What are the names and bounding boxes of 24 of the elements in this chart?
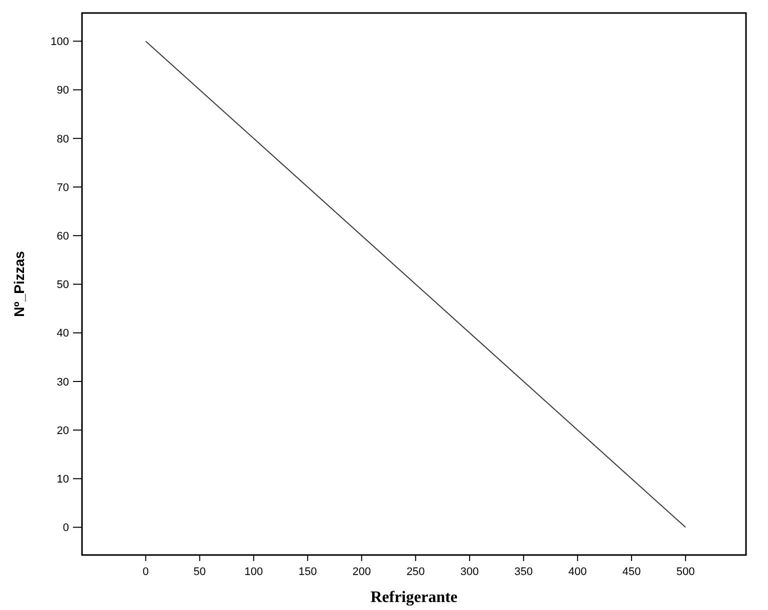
y-tick-label: 100 — [50, 36, 69, 48]
y-axis-title: Nº_Pizzas — [11, 250, 27, 317]
y-tick-label: 30 — [56, 376, 69, 388]
x-tick-label: 200 — [352, 566, 371, 578]
y-tick-label: 20 — [56, 424, 69, 437]
y-tick-label: 60 — [56, 230, 69, 242]
y-tick-label: 40 — [56, 328, 69, 340]
x-tick-label: 450 — [622, 566, 641, 578]
x-tick-label: 150 — [298, 566, 317, 578]
y-tick-label: 70 — [56, 182, 69, 194]
x-tick-label: 400 — [568, 566, 587, 578]
y-tick-label: 0 — [62, 522, 69, 534]
x-tick-label: 500 — [676, 566, 695, 578]
x-tick-label: 0 — [142, 566, 149, 578]
y-tick-label: 50 — [56, 279, 69, 292]
y-tick-label: 90 — [56, 84, 69, 97]
x-tick-label: 100 — [244, 566, 263, 578]
x-tick-label: 250 — [406, 566, 425, 578]
x-tick-label: 50 — [194, 566, 206, 578]
y-tick-label: 10 — [56, 474, 69, 486]
x-tick-label: 300 — [460, 566, 479, 578]
y-tick-label: 80 — [56, 133, 69, 146]
x-tick-label: 350 — [514, 566, 533, 578]
x-axis-title: Refrigerante — [370, 589, 458, 606]
